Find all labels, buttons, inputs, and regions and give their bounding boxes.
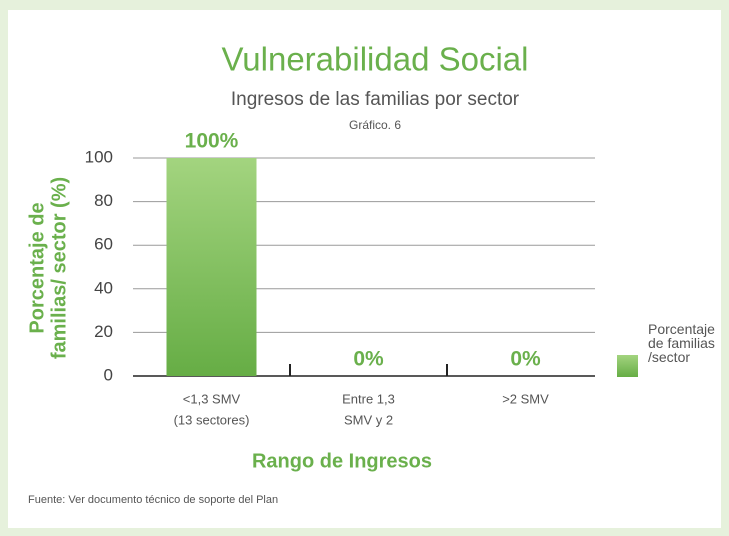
x-tick-label: SMV y 2 xyxy=(344,412,393,427)
y-tick-label: 80 xyxy=(94,191,113,210)
chart-caption: Gráfico. 6 xyxy=(349,118,401,132)
panel xyxy=(8,10,721,528)
legend-swatch xyxy=(617,355,638,377)
data-label: 0% xyxy=(353,348,384,371)
legend-label: Porcentaje de familias /sector xyxy=(648,321,715,365)
source-note: Fuente: Ver documento técnico de soporte… xyxy=(28,494,278,506)
x-tick-label: <1,3 SMV xyxy=(183,391,241,406)
x-tick-label: (13 sectores) xyxy=(174,412,250,427)
y-tick-label: 60 xyxy=(94,235,113,254)
y-axis-label-line: Porcentaje de xyxy=(26,202,48,333)
bar xyxy=(166,158,257,376)
x-axis-label: Rango de Ingresos xyxy=(252,450,432,472)
y-tick-label: 20 xyxy=(94,322,113,341)
chart-subtitle: Ingresos de las familias por sector xyxy=(231,89,520,110)
data-label: 0% xyxy=(510,348,541,371)
y-tick-label: 40 xyxy=(94,278,113,297)
y-axis-label: Porcentaje de familias/ sector (%) xyxy=(26,177,70,359)
x-tick-label: >2 SMV xyxy=(502,391,549,406)
chart-title: Vulnerabilidad Social xyxy=(222,41,529,78)
x-tick-label: Entre 1,3 xyxy=(342,391,395,406)
y-tick-label: 0 xyxy=(104,365,113,384)
y-axis-label-line: familias/ sector (%) xyxy=(48,177,70,359)
data-label: 100% xyxy=(185,130,239,153)
y-tick-label: 100 xyxy=(85,147,113,166)
